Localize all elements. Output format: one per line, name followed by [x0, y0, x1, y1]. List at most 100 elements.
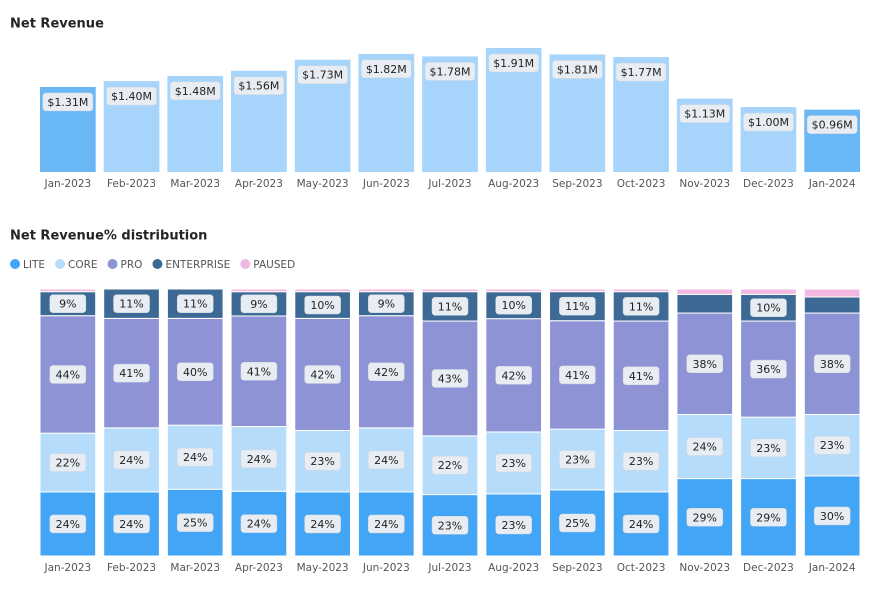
label-box — [106, 86, 157, 106]
data-label: 41% — [119, 367, 143, 380]
data-label: 23% — [629, 455, 653, 468]
data-label: 22% — [438, 459, 462, 472]
x-tick-label: Apr-2023 — [235, 178, 283, 190]
label-box — [176, 362, 214, 382]
data-label: 24% — [310, 518, 334, 531]
data-label: 24% — [56, 518, 80, 531]
label-box — [806, 115, 858, 134]
x-tick-label: Oct-2023 — [617, 562, 666, 574]
data-label: $1.56M — [238, 80, 279, 93]
legend-label: ENTERPRISE — [165, 259, 230, 271]
data-label: 25% — [183, 517, 207, 530]
data-label: 24% — [693, 441, 717, 454]
label-box — [750, 508, 787, 527]
label-box — [495, 366, 532, 385]
x-tick-label: May-2023 — [297, 178, 349, 190]
label-box — [431, 369, 469, 388]
label-box — [488, 53, 539, 73]
x-tick-label: Jan-2023 — [43, 562, 91, 574]
x-tick-label: Jun-2023 — [362, 562, 410, 574]
x-tick-label: Sep-2023 — [552, 178, 602, 190]
x-tick-label: Feb-2023 — [107, 178, 156, 190]
bar-segment — [740, 320, 797, 418]
data-label: 24% — [247, 518, 271, 531]
label-box — [622, 514, 660, 534]
legend-marker — [107, 259, 118, 269]
x-tick-label: Mar-2023 — [170, 178, 220, 190]
label-box — [304, 451, 341, 471]
bar-segment — [676, 413, 734, 480]
label-box — [552, 60, 603, 79]
x-tick-label: Jul-2023 — [427, 178, 471, 190]
data-label: $0.96M — [812, 119, 853, 132]
label-box — [169, 81, 221, 101]
bar-segment — [485, 288, 543, 293]
bar-segment — [357, 288, 415, 293]
data-label: 24% — [629, 518, 653, 531]
data-label: 9% — [59, 298, 76, 311]
label-box — [49, 514, 87, 534]
data-label: 10% — [756, 302, 780, 315]
label-box — [622, 297, 660, 316]
label-box — [49, 453, 87, 472]
data-label: 9% — [250, 298, 267, 311]
bar-segment — [676, 288, 734, 295]
x-tick-label: Jan-2024 — [808, 178, 856, 190]
bar-segment — [39, 288, 97, 293]
label-box — [743, 112, 794, 132]
label-box — [240, 449, 278, 469]
bar-segment — [294, 317, 351, 432]
data-label: 23% — [501, 457, 525, 470]
label-box — [559, 450, 596, 469]
label-box — [686, 354, 724, 374]
legend-marker — [240, 259, 251, 269]
x-tick-label: Aug-2023 — [488, 562, 539, 574]
label-box — [49, 294, 87, 313]
data-label: $1.73M — [302, 69, 343, 82]
label-box — [361, 59, 412, 79]
data-label: 44% — [56, 368, 80, 381]
bar-segment — [676, 293, 734, 314]
data-label: 24% — [374, 454, 398, 467]
data-label: 23% — [820, 439, 844, 452]
legend-label: LITE — [23, 259, 45, 271]
data-label: $1.77M — [621, 66, 662, 79]
data-label: 11% — [183, 298, 207, 311]
data-label: $1.81M — [557, 63, 598, 76]
x-tick-label: Oct-2023 — [617, 178, 666, 190]
x-tick-label: Jan-2024 — [808, 562, 856, 574]
x-tick-label: May-2023 — [297, 562, 349, 574]
legend-label: PAUSED — [253, 259, 295, 271]
label-box — [495, 453, 532, 473]
x-tick-label: Dec-2023 — [743, 562, 794, 574]
label-box — [368, 362, 405, 382]
label-box — [622, 366, 660, 386]
chart-title: Net Revenue — [10, 17, 104, 32]
label-box — [304, 514, 341, 534]
label-box — [813, 354, 851, 374]
label-box — [368, 514, 405, 534]
data-label: 42% — [374, 366, 398, 379]
bar-segment — [230, 288, 288, 293]
label-box — [368, 450, 405, 470]
x-tick-label: Nov-2023 — [679, 178, 730, 190]
label-box — [49, 365, 87, 384]
label-box — [304, 365, 341, 384]
label-box — [304, 295, 341, 315]
label-box — [813, 435, 851, 455]
data-label: 24% — [183, 451, 207, 464]
data-label: 9% — [378, 298, 395, 311]
data-label: 23% — [501, 519, 525, 532]
bar-segment — [421, 288, 479, 293]
bar-segment — [803, 288, 861, 298]
bar-segment — [230, 426, 288, 492]
label-box — [240, 514, 278, 533]
bar-segment — [612, 288, 670, 293]
label-box — [750, 359, 787, 379]
label-box — [240, 294, 278, 314]
label-box — [176, 513, 214, 532]
label-box — [297, 65, 348, 84]
label-box — [42, 92, 94, 112]
bar-segment — [612, 430, 670, 493]
